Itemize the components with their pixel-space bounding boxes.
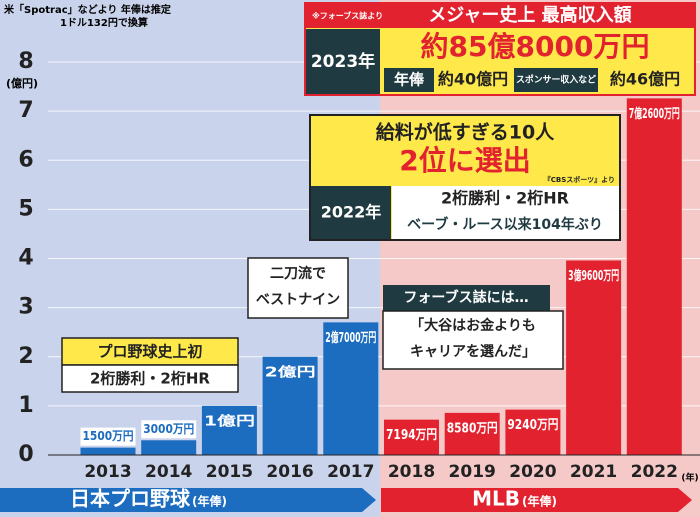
feat: 2桁勝利・2桁HR <box>441 189 569 208</box>
x-tick-label: 2013 <box>84 462 131 482</box>
value-label: 7194万円 <box>386 428 437 443</box>
feat: ベーブ・ルース以来104年ぶり <box>407 216 603 233</box>
callout-head: プロ野球史上初 <box>97 343 202 361</box>
source: ※フォーブス誌より <box>312 11 383 21</box>
value-label: 9240万円 <box>507 418 558 433</box>
mlb-arrow <box>381 488 692 512</box>
tag: スポンサー収入など <box>516 74 596 86</box>
y-unit: (億円) <box>6 76 38 90</box>
source: 『CBSスポーツ』より <box>544 175 615 184</box>
callout-line: 2位に選出 <box>399 144 530 177</box>
segment-label: MLB <box>472 487 520 511</box>
npb-arrow <box>0 488 376 512</box>
year: 2022年 <box>321 203 382 222</box>
callout-head: フォーブス誌には… <box>403 289 528 306</box>
bar <box>505 409 561 455</box>
callout-line: 「大谷はお金よりも <box>410 317 536 334</box>
x-tick-label: 2022 <box>631 462 678 482</box>
callout-box <box>61 364 239 393</box>
label-box <box>80 427 136 446</box>
x-tick-label: 2015 <box>206 462 253 482</box>
x-tick-label: 2016 <box>266 462 313 482</box>
x-tick-label: 2018 <box>388 462 435 482</box>
callout-header <box>306 4 694 28</box>
y-tick-label: 3 <box>18 295 33 320</box>
x-tick-label: 2021 <box>570 462 617 482</box>
feat-box <box>392 186 619 239</box>
x-tick-label: 2017 <box>327 462 374 482</box>
segment-sub: (年俸) <box>192 494 227 509</box>
tag-box <box>514 68 598 92</box>
value-label: 1億円 <box>204 413 255 429</box>
sponsor: 約46億円 <box>610 70 680 89</box>
plot: 0 1 2 3 4 5 6 7 8 2013 1500万円 2014 3000万円 2015 1億円 2016… <box>18 49 700 482</box>
tag-box <box>384 68 434 92</box>
callout-box <box>382 310 564 370</box>
callout-line: 二刀流で <box>270 265 326 282</box>
quote-callout: フォーブス誌には… 「大谷はお金よりも キャリアを選んだ」 <box>382 285 564 370</box>
bar <box>141 440 197 455</box>
callout-line: キャリアを選んだ」 <box>410 344 536 360</box>
value-label: 1500万円 <box>83 429 134 443</box>
bar <box>626 98 682 455</box>
value-label: 8580万円 <box>447 421 498 436</box>
segment-label: 日本プロ野球 <box>70 487 191 511</box>
callout-header <box>383 285 550 311</box>
forbes-callout: ※フォーブス誌より メジャー史上 最高収入額 2023年 約85億8000万円 … <box>304 2 696 96</box>
y-tick-label: 4 <box>18 246 33 271</box>
y-tick-label: 7 <box>18 98 33 123</box>
value-label: 2億7000万円 <box>325 330 376 346</box>
y-tick-label: 0 <box>18 442 33 467</box>
callout-box <box>247 257 349 319</box>
year: 2023年 <box>311 51 375 72</box>
total: 約85億8000万円 <box>421 30 650 63</box>
tag: 年俸 <box>394 71 425 89</box>
cbs-callout: 給料が低すぎる10人 2位に選出 『CBSスポーツ』より 2022年 2桁勝利・… <box>309 114 621 241</box>
value-label: 3000万円 <box>143 422 194 436</box>
y-tick-label: 2 <box>18 344 33 369</box>
callout-line: 給料が低すぎる10人 <box>376 121 555 144</box>
callout-header <box>61 337 239 366</box>
y-tick-label: 6 <box>18 147 33 172</box>
year-box <box>311 186 391 239</box>
bar <box>262 356 318 455</box>
bar <box>201 405 257 455</box>
best-nine-callout: 二刀流で ベストナイン <box>247 257 349 319</box>
label-box <box>141 420 197 439</box>
bar <box>444 412 500 455</box>
value-label: 2億円 <box>265 364 316 380</box>
x-tick-label: 2019 <box>449 462 496 482</box>
salary: 約40億円 <box>438 70 508 89</box>
y-tick-label: 1 <box>18 393 33 418</box>
callout-title: メジャー史上 最高収入額 <box>428 4 631 26</box>
bar <box>566 260 622 455</box>
y-tick-label: 5 <box>18 196 33 221</box>
callout-line: ベストナイン <box>256 292 340 308</box>
segment-sub: (年俸) <box>522 494 557 509</box>
x-tick-label: 2014 <box>145 462 192 482</box>
x-unit: (年) <box>681 472 698 484</box>
npb-first-callout: プロ野球史上初 2桁勝利・2桁HR <box>61 337 239 393</box>
callout-line: 2桁勝利・2桁HR <box>90 370 210 388</box>
value-label: 7億2600万円 <box>629 106 680 122</box>
year-box <box>306 29 380 94</box>
value-label: 3億9600万円 <box>568 268 619 284</box>
bar <box>323 322 379 455</box>
note: 1ドル132円で換算 <box>60 16 148 29</box>
x-tick-label: 2020 <box>509 462 556 482</box>
y-tick-label: 8 <box>18 49 33 74</box>
note: 米「Spotrac」などより 年俸は推定 <box>4 3 171 16</box>
bar <box>384 419 439 455</box>
bar <box>80 447 136 455</box>
